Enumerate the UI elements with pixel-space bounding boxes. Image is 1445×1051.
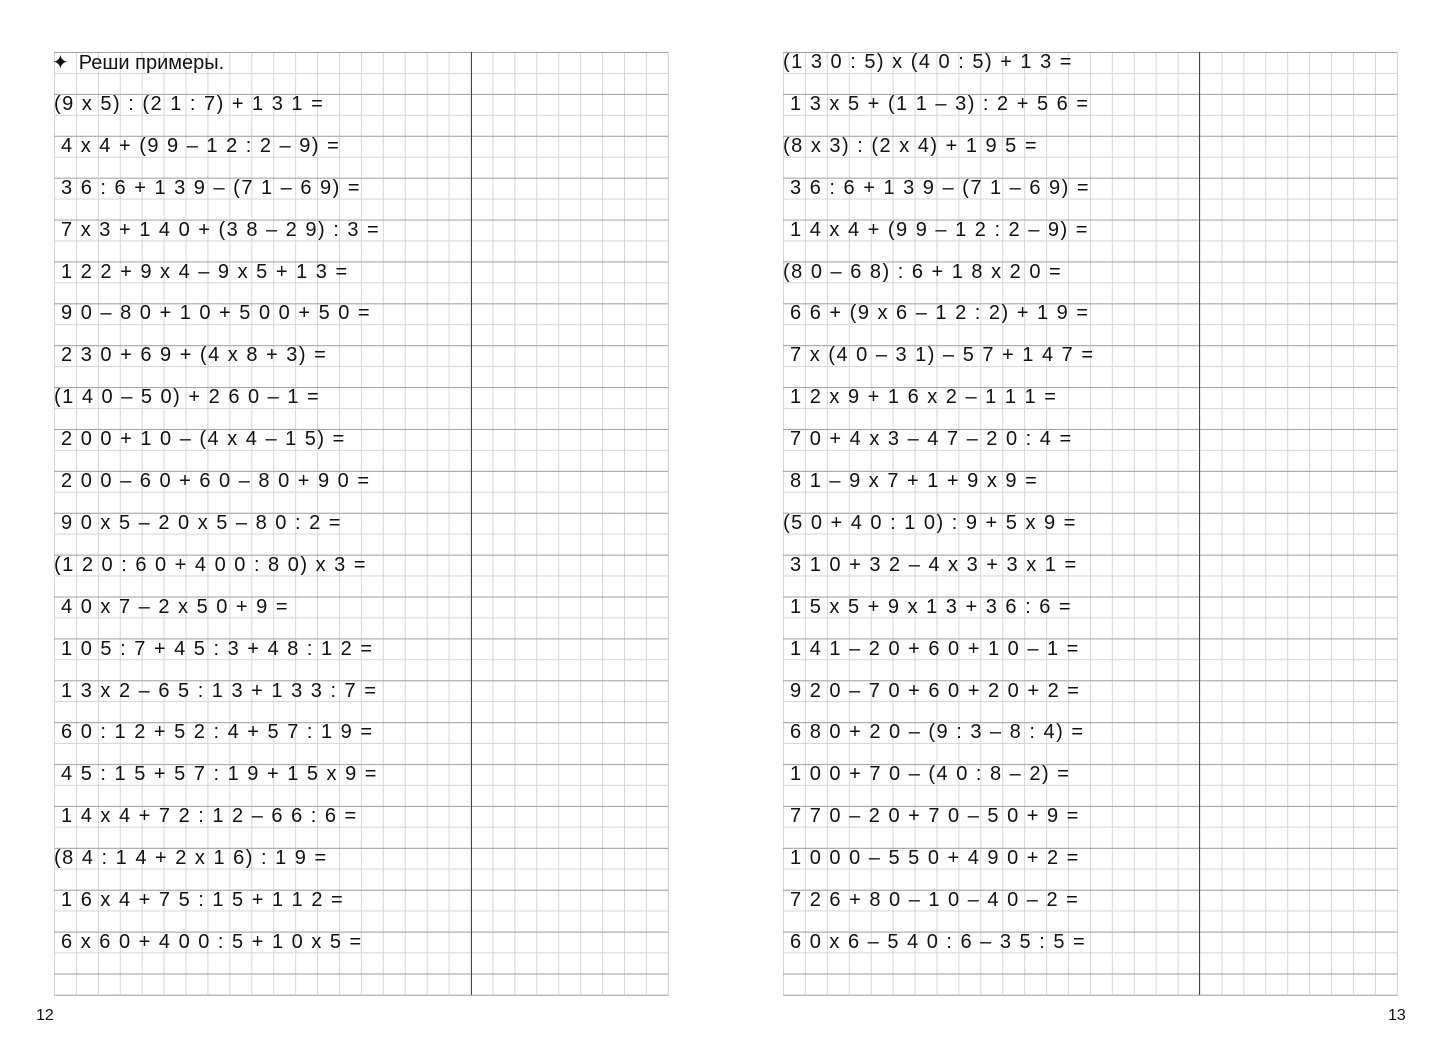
problem-line: (8 x 3) : (2 x 4) + 1 9 5 = xyxy=(783,134,1039,157)
page-number-left: 12 xyxy=(36,1007,54,1024)
problem-line: 3 6 : 6 + 1 3 9 – (7 1 – 6 9) = xyxy=(783,176,1091,199)
right-grid-paper xyxy=(783,52,1398,996)
left-margin-line xyxy=(471,52,472,995)
problem-line: 1 0 5 : 7 + 4 5 : 3 + 4 8 : 1 2 = xyxy=(54,637,374,660)
problem-line: (9 x 5) : (2 1 : 7) + 1 3 1 = xyxy=(54,92,325,115)
problem-line: 1 3 x 5 + (1 1 – 3) : 2 + 5 6 = xyxy=(783,92,1090,115)
problem-line: (1 4 0 – 5 0) + 2 6 0 – 1 = xyxy=(54,386,321,409)
problem-line: 6 8 0 + 2 0 – (9 : 3 – 8 : 4) = xyxy=(783,721,1085,744)
problem-line: 8 1 – 9 x 7 + 1 + 9 x 9 = xyxy=(783,470,1039,492)
problem-line: 1 4 1 – 2 0 + 6 0 + 1 0 – 1 = xyxy=(783,637,1080,660)
problem-line: (8 4 : 1 4 + 2 x 1 6) : 1 9 = xyxy=(54,847,328,870)
problem-line: 2 0 0 + 1 0 – (4 x 4 – 1 5) = xyxy=(54,428,346,451)
problem-line: 3 6 : 6 + 1 3 9 – (7 1 – 6 9) = xyxy=(54,176,362,199)
problem-line: 7 x 3 + 1 4 0 + (3 8 – 2 9) : 3 = xyxy=(54,218,381,241)
problem-line: 4 0 x 7 – 2 x 5 0 + 9 = xyxy=(54,595,290,618)
problem-line: 6 x 6 0 + 4 0 0 : 5 + 1 0 x 5 = xyxy=(54,930,363,953)
problem-line: 7 7 0 – 2 0 + 7 0 – 5 0 + 9 = xyxy=(783,805,1080,828)
problem-line: 1 2 2 + 9 x 4 – 9 x 5 + 1 3 = xyxy=(54,260,349,283)
four-point-star-icon: ✦ xyxy=(52,52,69,74)
problem-line: 1 5 x 5 + 9 x 1 3 + 3 6 : 6 = xyxy=(783,595,1073,618)
problem-line: 6 0 : 1 2 + 5 2 : 4 + 5 7 : 1 9 = xyxy=(54,721,374,744)
left-grid-paper xyxy=(54,52,669,996)
problem-line: (1 3 0 : 5) x (4 0 : 5) + 1 3 = xyxy=(783,51,1073,73)
problem-line: (1 2 0 : 6 0 + 4 0 0 : 8 0) x 3 = xyxy=(54,553,367,576)
problem-line: 6 6 + (9 x 6 – 1 2 : 2) + 1 9 = xyxy=(783,302,1090,325)
problem-line: 3 1 0 + 3 2 – 4 x 3 + 3 x 1 = xyxy=(783,553,1078,576)
problem-line: 9 0 – 8 0 + 1 0 + 5 0 0 + 5 0 = xyxy=(54,302,372,325)
problem-line: 1 4 x 4 + 7 2 : 1 2 – 6 6 : 6 = xyxy=(54,805,358,828)
problem-line: 4 x 4 + (9 9 – 1 2 : 2 – 9) = xyxy=(54,134,341,157)
problem-line: 7 0 + 4 x 3 – 4 7 – 2 0 : 4 = xyxy=(783,428,1073,451)
problem-line: 1 0 0 0 – 5 5 0 + 4 9 0 + 2 = xyxy=(783,847,1080,870)
problem-line: 9 0 x 5 – 2 0 x 5 – 8 0 : 2 = xyxy=(54,511,342,534)
problem-line: 7 x (4 0 – 3 1) – 5 7 + 1 4 7 = xyxy=(783,344,1095,367)
page-number-right: 13 xyxy=(1388,1007,1406,1024)
problem-line: 2 0 0 – 6 0 + 6 0 – 8 0 + 9 0 = xyxy=(54,470,371,492)
problem-line: 2 3 0 + 6 9 + (4 x 8 + 3) = xyxy=(54,344,328,367)
problem-line: 4 5 : 1 5 + 5 7 : 1 9 + 1 5 x 9 = xyxy=(54,763,378,786)
right-margin-line xyxy=(1199,52,1200,995)
problem-line: 1 2 x 9 + 1 6 x 2 – 1 1 1 = xyxy=(783,386,1058,409)
instruction-text: Реши примеры. xyxy=(78,52,225,74)
problem-line: (5 0 + 4 0 : 1 0) : 9 + 5 x 9 = xyxy=(783,511,1077,534)
problem-line: 1 0 0 + 7 0 – (4 0 : 8 – 2) = xyxy=(783,763,1071,786)
problem-line: 1 3 x 2 – 6 5 : 1 3 + 1 3 3 : 7 = xyxy=(54,679,378,702)
problem-line: 1 4 x 4 + (9 9 – 1 2 : 2 – 9) = xyxy=(783,218,1089,241)
problem-line: 6 0 x 6 – 5 4 0 : 6 – 3 5 : 5 = xyxy=(783,930,1087,953)
problem-line: 9 2 0 – 7 0 + 6 0 + 2 0 + 2 = xyxy=(783,679,1081,702)
problem-line: (8 0 – 6 8) : 6 + 1 8 x 2 0 = xyxy=(783,260,1063,283)
instruction: ✦ Реши примеры. xyxy=(52,50,224,75)
problem-line: 1 6 x 4 + 7 5 : 1 5 + 1 1 2 = xyxy=(54,889,345,911)
problem-line: 7 2 6 + 8 0 – 1 0 – 4 0 – 2 = xyxy=(783,889,1080,911)
